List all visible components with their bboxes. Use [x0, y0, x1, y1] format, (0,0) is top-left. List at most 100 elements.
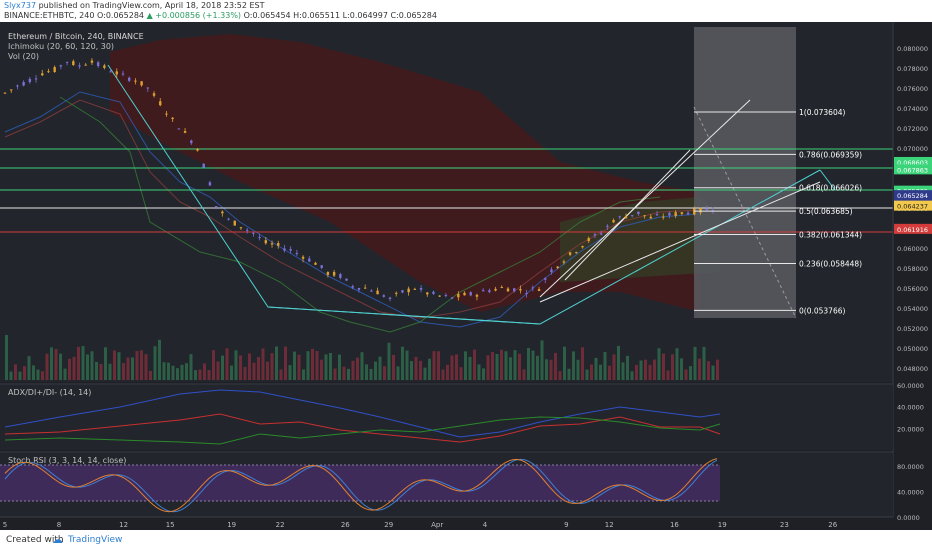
- candle-body: [370, 290, 373, 292]
- tradingview-logo-icon[interactable]: ☁: [52, 533, 63, 546]
- volume-bar: [167, 362, 170, 380]
- stoch-d-line: [4, 458, 718, 513]
- stoch-tick-label: 0.0000: [897, 514, 920, 522]
- volume-bar: [140, 350, 143, 380]
- ichimoku-legend: Ichimoku (20, 60, 120, 30): [8, 42, 114, 51]
- volume-bar: [626, 355, 629, 380]
- candle-body: [183, 131, 187, 133]
- candle-body: [22, 82, 25, 86]
- candle-body: [202, 163, 205, 168]
- candle-body: [581, 246, 584, 248]
- volume-bar: [104, 347, 107, 380]
- candle-body: [469, 292, 472, 296]
- volume-bar: [369, 368, 373, 380]
- volume-bar: [531, 350, 535, 380]
- candle-body: [345, 278, 348, 281]
- white-channel-mid[interactable]: [564, 149, 691, 281]
- candle-body: [519, 288, 522, 291]
- candle-body: [351, 286, 354, 288]
- teal-base-line[interactable]: [267, 306, 541, 325]
- header: Slyx737 published on TradingView.com, Ap…: [0, 0, 932, 22]
- candle-body: [506, 288, 510, 292]
- candle-body: [662, 216, 665, 218]
- adx-tick-label: 20.0000: [897, 425, 924, 433]
- candle-body: [90, 60, 94, 63]
- price-label: 0.064237: [897, 203, 928, 211]
- stoch-legend: Stoch RSI (3, 3, 14, 14, close): [8, 456, 126, 465]
- symbol-info: BINANCE:ETHBTC, 240: [4, 11, 95, 20]
- candle-body: [221, 211, 224, 214]
- volume-bar: [612, 354, 616, 380]
- volume-bar: [621, 362, 625, 380]
- volume-bar: [149, 370, 152, 380]
- candle-body: [637, 211, 640, 215]
- volume-bar: [279, 369, 283, 380]
- volume-bar: [252, 362, 256, 380]
- volume-bar: [500, 349, 503, 380]
- x-tick-label: 9: [564, 521, 568, 529]
- candle-body: [214, 206, 218, 208]
- tradingview-brand-link[interactable]: TradingView: [68, 535, 123, 545]
- volume-bar: [635, 364, 638, 380]
- volume-bar: [684, 369, 688, 380]
- candle-body: [84, 64, 87, 66]
- author-link[interactable]: Slyx737: [4, 1, 37, 10]
- stoch-lines: [4, 458, 718, 513]
- volume-bar: [464, 351, 467, 380]
- volume-bar: [405, 350, 409, 380]
- volume-bar: [572, 351, 575, 380]
- candle-body: [270, 243, 274, 245]
- candle-body: [152, 93, 156, 96]
- candle-body: [65, 61, 69, 63]
- volume-bar: [347, 368, 350, 380]
- volume-bar: [27, 356, 31, 380]
- volume-bar: [603, 352, 607, 380]
- candle-body: [78, 65, 81, 67]
- volume-bar: [144, 354, 148, 380]
- volume-bar: [662, 353, 665, 380]
- volume-bar: [36, 369, 40, 380]
- volume-bar: [333, 368, 337, 380]
- adx-tick-label: 60.0000: [897, 382, 924, 390]
- time-axis[interactable]: 5 8 12 15 19 22 26 29 Apr 4 9 12 16 19 23 26: [3, 521, 838, 529]
- x-tick-label: 23: [780, 521, 789, 529]
- volume-bar: [477, 364, 481, 380]
- y-tick-label: 0.076000: [897, 85, 928, 93]
- chart-frame[interactable]: 1(0.073604) 0.786(0.069359) 0.618(0.066026…: [0, 22, 932, 530]
- volume-bar: [446, 364, 449, 380]
- candle-body: [190, 140, 193, 144]
- volume-bar: [666, 370, 670, 380]
- candle-body: [258, 237, 261, 239]
- volume-bar: [392, 354, 395, 380]
- volume-bar: [338, 354, 341, 380]
- candle-body: [109, 71, 112, 73]
- created-with-text: Created with: [6, 535, 64, 545]
- volume-bar: [599, 364, 602, 380]
- candle-body: [630, 215, 634, 217]
- price-chart[interactable]: 1(0.073604) 0.786(0.069359) 0.618(0.066026…: [0, 22, 932, 530]
- candle-body: [401, 290, 404, 293]
- candle-body: [115, 71, 118, 75]
- header-line-1: Slyx737 published on TradingView.com, Ap…: [4, 1, 264, 10]
- volume-bar: [563, 346, 566, 380]
- volume-bar: [567, 368, 571, 380]
- white-channel-lower[interactable]: [539, 181, 821, 303]
- fib-level-label: 0.236(0.058448): [799, 260, 862, 269]
- candle-body: [624, 216, 628, 219]
- volume-bar: [171, 365, 175, 380]
- volume-bar: [86, 354, 89, 380]
- candle-body: [575, 252, 578, 254]
- volume-bar: [95, 361, 98, 380]
- price-label: 0.061916: [897, 226, 928, 234]
- volume-bar: [212, 350, 215, 380]
- volume-bar: [54, 349, 58, 380]
- fib-retracement-box[interactable]: [694, 27, 796, 318]
- volume-bar: [410, 361, 413, 380]
- white-channel-upper[interactable]: [539, 99, 751, 298]
- volume-bar: [180, 364, 184, 380]
- volume-bar: [257, 357, 260, 380]
- teal-projection-line[interactable]: [819, 169, 836, 191]
- candle-body: [245, 229, 249, 231]
- ohlc-open: O:0.065284: [96, 11, 145, 20]
- volume-bar: [203, 363, 206, 380]
